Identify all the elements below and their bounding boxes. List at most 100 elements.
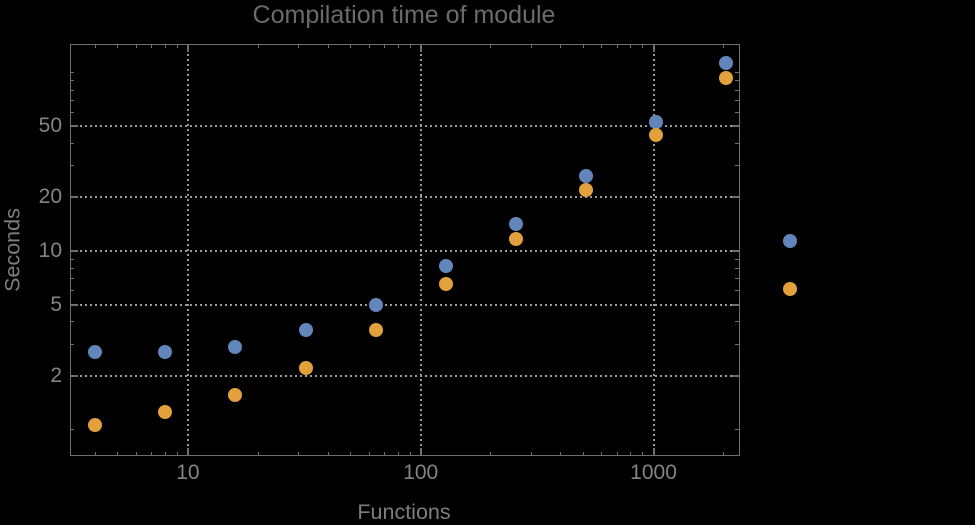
y-tick-label: 10: [38, 238, 62, 262]
tick-x-bottom-9: [176, 451, 178, 456]
tick-y-left-10: [69, 249, 78, 252]
tick-x-bottom-10: [186, 448, 189, 456]
data-point-series-2-orange-x1024: [648, 127, 663, 142]
tick-x-bottom-60: [368, 451, 370, 456]
tick-x-bottom-50: [350, 451, 352, 456]
gridline-y-50: [69, 125, 740, 128]
tick-y-left-50: [69, 125, 78, 128]
y-tick-label: 5: [50, 292, 62, 316]
tick-x-bottom-30: [298, 451, 300, 456]
data-point-series-2-orange-x16: [228, 388, 243, 403]
tick-x-bottom-4: [94, 451, 96, 456]
tick-x-bottom-1000: [652, 448, 655, 456]
tick-x-top-300: [531, 43, 533, 48]
tick-y-left-9: [69, 258, 74, 260]
tick-y-right-6: [735, 290, 740, 291]
tick-x-top-100: [419, 43, 422, 52]
data-point-series-2-orange-x32: [298, 361, 313, 376]
tick-x-bottom-2000: [723, 451, 725, 456]
gridline-y-2: [69, 374, 740, 377]
data-point-series-2-orange-x512: [578, 182, 593, 197]
legend-marker-series-1-blue: [782, 234, 797, 249]
tick-x-top-50: [350, 43, 352, 48]
chart-title: Compilation time of module: [252, 1, 556, 29]
tick-x-bottom-8: [164, 451, 166, 456]
data-point-series-2-orange-x8: [158, 404, 173, 419]
data-point-series-1-blue-x4: [88, 345, 103, 360]
gridline-x-10: [186, 43, 189, 456]
tick-y-right-20: [731, 196, 740, 199]
tick-x-top-30: [298, 43, 300, 48]
tick-x-top-70: [384, 43, 386, 48]
tick-x-bottom-500: [582, 451, 584, 456]
legend-marker-series-2-orange: [782, 282, 797, 296]
tick-x-top-4: [94, 43, 96, 48]
tick-y-right-9: [735, 258, 740, 260]
tick-x-top-900: [642, 43, 644, 48]
tick-y-left-8: [69, 267, 74, 269]
tick-y-right-70: [735, 99, 740, 101]
gridline-x-100: [419, 43, 422, 456]
tick-x-top-9: [176, 43, 178, 48]
gridline-y-20: [69, 196, 740, 199]
tick-y-left-3: [69, 343, 74, 345]
gridline-x-1000: [652, 43, 655, 456]
tick-x-bottom-200: [490, 451, 492, 456]
gridline-y-5: [69, 303, 740, 306]
tick-x-bottom-800: [630, 451, 632, 456]
x-tick-label: 10: [176, 461, 200, 484]
tick-x-bottom-300: [531, 451, 533, 456]
tick-y-right-100: [735, 72, 740, 74]
tick-x-top-20: [257, 43, 259, 48]
data-point-series-2-orange-x128: [438, 277, 453, 292]
tick-y-left-7: [69, 278, 74, 280]
data-point-series-1-blue-x128: [438, 259, 453, 274]
tick-y-left-1: [69, 428, 74, 430]
tick-y-right-1: [735, 428, 740, 430]
tick-y-left-4: [69, 321, 74, 323]
tick-y-right-10: [731, 249, 740, 252]
tick-x-top-80: [397, 43, 399, 48]
y-tick-label: 50: [38, 114, 62, 138]
data-point-series-1-blue-x64: [368, 297, 383, 312]
data-point-series-2-orange-x64: [368, 323, 383, 338]
tick-y-right-90: [735, 80, 740, 82]
tick-x-top-5: [117, 43, 119, 48]
tick-x-top-6: [135, 43, 137, 48]
data-point-series-1-blue-x1024: [648, 114, 663, 129]
plot-frame: [69, 43, 740, 456]
tick-x-top-400: [560, 43, 562, 48]
tick-x-top-700: [616, 43, 618, 48]
tick-y-right-5: [731, 303, 740, 306]
tick-x-bottom-900: [642, 451, 644, 456]
tick-y-right-7: [735, 278, 740, 280]
data-point-series-1-blue-x16: [228, 339, 243, 354]
tick-x-bottom-70: [384, 451, 386, 456]
tick-y-right-60: [735, 111, 740, 113]
tick-y-left-100: [69, 72, 74, 74]
tick-x-top-200: [490, 43, 492, 48]
tick-y-right-40: [735, 143, 740, 145]
data-point-series-1-blue-x2048: [719, 55, 734, 70]
x-tick-label: 100: [403, 461, 439, 484]
tick-x-bottom-7: [151, 451, 153, 456]
tick-y-right-3: [735, 343, 740, 345]
tick-x-top-7: [151, 43, 153, 48]
y-tick-label: 2: [50, 363, 62, 387]
tick-x-bottom-600: [601, 451, 603, 456]
gridline-y-10: [69, 249, 740, 252]
data-point-series-2-orange-x4: [88, 418, 103, 433]
tick-x-top-800: [630, 43, 632, 48]
tick-x-top-8: [164, 43, 166, 48]
tick-x-bottom-400: [560, 451, 562, 456]
data-point-series-1-blue-x512: [578, 168, 593, 183]
tick-x-top-1000: [652, 43, 655, 52]
tick-x-bottom-40: [327, 451, 329, 456]
data-point-series-2-orange-x2048: [719, 71, 734, 86]
tick-y-right-30: [735, 165, 740, 167]
tick-y-left-80: [69, 89, 74, 91]
tick-y-left-40: [69, 143, 74, 145]
tick-x-bottom-20: [257, 451, 259, 456]
tick-y-left-2: [69, 374, 78, 377]
